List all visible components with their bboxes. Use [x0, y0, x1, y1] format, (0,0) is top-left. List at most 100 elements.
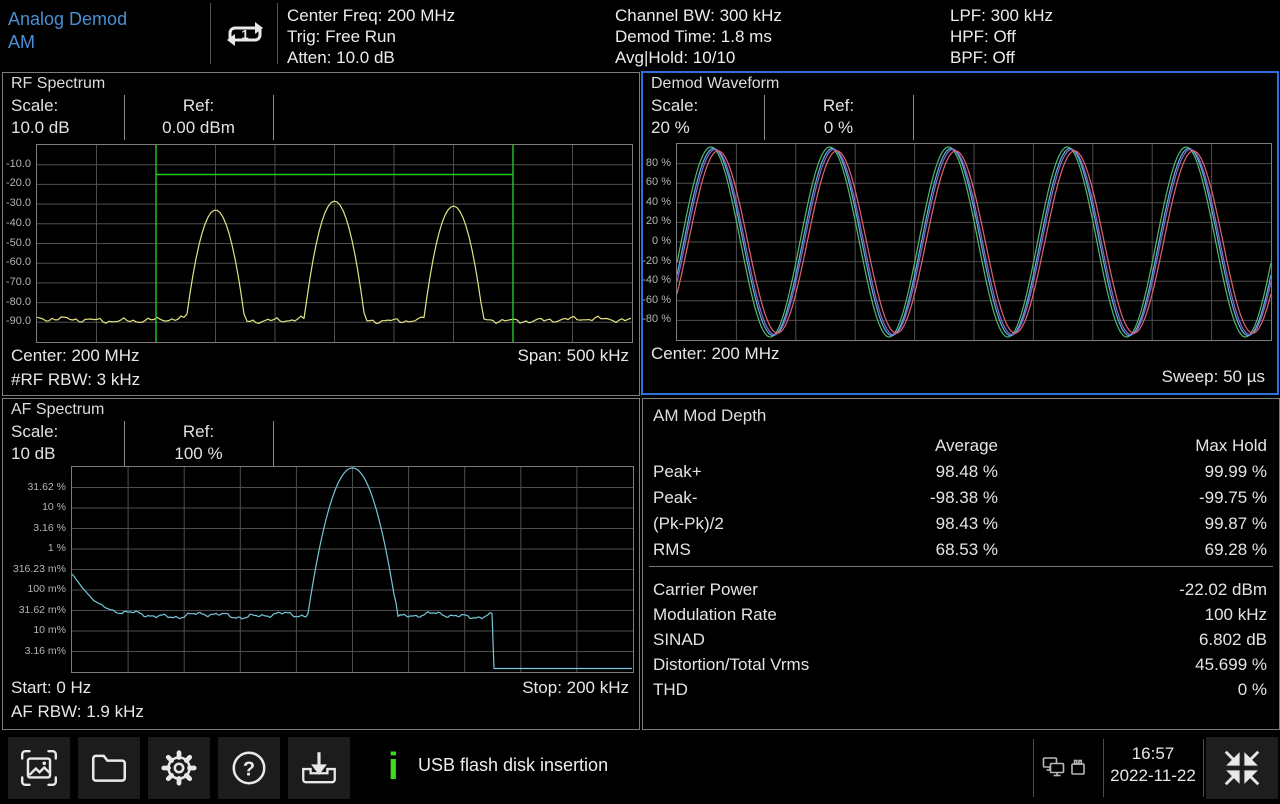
table-cell: Average — [934, 436, 998, 455]
y-axis-label: 80 % — [645, 156, 671, 169]
table-cell: Peak+ — [653, 462, 702, 481]
mode-line2: AM — [8, 32, 35, 52]
table-cell: 98.43 % — [935, 514, 998, 533]
collapse-button[interactable] — [1206, 737, 1278, 799]
table-cell: -99.75 % — [1198, 488, 1267, 507]
status-message: USB flash disk insertion — [418, 755, 609, 775]
help-button[interactable]: ? — [218, 737, 280, 799]
statusbar-divider — [1103, 739, 1104, 797]
network-usb-icon — [1042, 757, 1085, 777]
header-divider — [764, 95, 765, 140]
table-cell: 98.48 % — [935, 462, 998, 481]
status-field: LPF: 300 kHz — [950, 6, 1053, 25]
table-cell: 69.28 % — [1204, 540, 1267, 559]
rbw-readout: #RF RBW: 3 kHz — [11, 370, 141, 389]
settings-button[interactable] — [148, 737, 210, 799]
status-field: Channel BW: 300 kHz — [615, 6, 782, 25]
y-axis-label: -20.0 — [5, 177, 31, 190]
topbar-col-filters: LPF: 300 kHz HPF: Off BPF: Off — [950, 5, 1053, 68]
table-divider — [649, 566, 1273, 567]
status-field: Demod Time: 1.8 ms — [615, 27, 772, 46]
y-axis-label: 1 % — [47, 542, 66, 554]
folder-icon — [91, 754, 127, 782]
y-axis-label: -80.0 — [5, 295, 31, 308]
y-axis-label: -60.0 — [5, 256, 31, 269]
metric-label: THD — [653, 680, 688, 699]
metric-value: 0 % — [1237, 680, 1267, 699]
table-row: RMS 68.53 % 69.28 % — [653, 537, 1279, 562]
time-value: 16:57 — [1131, 744, 1175, 763]
header-divider — [273, 421, 274, 466]
metric-row: Modulation Rate 100 kHz — [653, 602, 1279, 627]
y-axis-label: -20 % — [642, 254, 671, 267]
demod-waveform-panel[interactable]: Demod Waveform Scale: 20 % Ref: 0 % Cent… — [641, 71, 1279, 395]
ref-readout: Ref: 100 % — [174, 422, 223, 463]
statusbar-divider — [1203, 739, 1204, 797]
center-freq-readout: Center: 200 MHz — [651, 344, 780, 363]
rf-spectrum-panel[interactable]: RF Spectrum Scale: 10.0 dB Ref: 0.00 dBm… — [2, 72, 640, 396]
topbar-col-freq: Center Freq: 200 MHz Trig: Free Run Atten:… — [287, 5, 455, 68]
save-download-icon — [302, 752, 336, 784]
y-axis-label: -90.0 — [5, 315, 31, 328]
rf-spectrum-plot — [36, 144, 633, 343]
y-axis-label: 3.16 m% — [24, 644, 66, 657]
y-axis-label: 316.23 m% — [12, 562, 66, 575]
table-cell: -98.38 % — [929, 488, 998, 507]
y-axis-label: -80 % — [642, 313, 671, 326]
status-field: BPF: Off — [950, 48, 1015, 67]
af-spectrum-panel[interactable]: AF Spectrum Scale: 10 dB Ref: 100 % Star… — [2, 398, 640, 730]
table-row: Peak+ 98.48 % 99.99 % — [653, 459, 1279, 484]
am-mod-depth-panel[interactable]: AM Mod Depth Average Max Hold Peak+ 98.48 %… — [642, 398, 1280, 730]
table-cell — [653, 433, 843, 458]
table-cell: 99.87 % — [1204, 514, 1267, 533]
metric-row: Distortion/Total Vrms 45.699 % — [653, 652, 1279, 677]
topbar-divider — [210, 3, 211, 64]
bottom-status-bar: ? i USB flash disk insertion 1 — [0, 735, 1280, 804]
file-explorer-button[interactable] — [78, 737, 140, 799]
y-axis-label: -10.0 — [5, 157, 31, 170]
table-cell: Peak- — [653, 488, 698, 507]
y-axis-label: 31.62 % — [27, 480, 66, 493]
panel-title: AF Spectrum — [11, 401, 105, 418]
screenshot-icon — [20, 749, 58, 787]
statusbar-divider — [1033, 739, 1034, 797]
metric-value: 6.802 dB — [1198, 630, 1267, 649]
metric-row: Carrier Power -22.02 dBm — [653, 577, 1279, 602]
metric-label: Distortion/Total Vrms — [653, 655, 810, 674]
metric-value: 45.699 % — [1195, 655, 1267, 674]
y-axis-label: 10 % — [42, 501, 66, 513]
table-row: (Pk-Pk)/2 98.43 % 99.87 % — [653, 511, 1279, 536]
continuous-sweep-button[interactable]: 1 — [219, 13, 271, 55]
status-field: HPF: Off — [950, 27, 1016, 46]
af-spectrum-plot — [71, 466, 634, 673]
header-divider — [124, 421, 125, 466]
panel-title: RF Spectrum — [11, 75, 106, 92]
mode-line1: Analog Demod — [8, 9, 128, 29]
sweep-loop-icon: 1 — [227, 22, 263, 46]
header-divider — [273, 95, 274, 140]
stop-freq-readout: Stop: 200 kHz — [522, 678, 629, 697]
panel-title: Demod Waveform — [651, 75, 780, 92]
ref-readout: Ref: 0 % — [822, 96, 855, 137]
header-divider — [124, 95, 125, 140]
status-field: Atten: 10.0 dB — [287, 48, 395, 67]
topbar-col-demod: Channel BW: 300 kHz Demod Time: 1.8 ms Avg… — [615, 5, 782, 68]
y-axis-label: -40.0 — [5, 216, 31, 229]
scale-readout: Scale: 10.0 dB — [11, 96, 70, 137]
status-field: Avg|Hold: 10/10 — [615, 48, 736, 67]
y-axis-label: 31.62 m% — [18, 603, 66, 616]
table-cell: 99.99 % — [1204, 462, 1267, 481]
y-axis-label: -50.0 — [5, 236, 31, 249]
screenshot-button[interactable] — [8, 737, 70, 799]
status-field: Center Freq: 200 MHz — [287, 6, 456, 25]
save-button[interactable] — [288, 737, 350, 799]
scale-readout: Scale: 20 % — [651, 96, 699, 137]
y-axis-label: 10 m% — [33, 624, 66, 636]
center-freq-readout: Center: 200 MHz — [11, 346, 140, 365]
table-cell: Max Hold — [1195, 436, 1267, 455]
date-value: 2022-11-22 — [1110, 766, 1196, 785]
header-divider — [913, 95, 914, 140]
start-freq-readout: Start: 0 Hz — [11, 678, 92, 697]
table-cell: RMS — [653, 540, 691, 559]
